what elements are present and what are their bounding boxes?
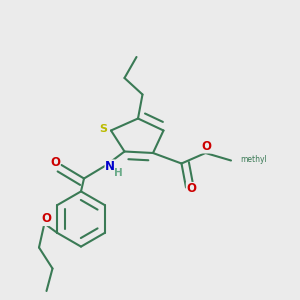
Text: methyl: methyl xyxy=(240,155,267,164)
Text: N: N xyxy=(105,160,115,173)
Text: H: H xyxy=(114,167,123,178)
Text: O: O xyxy=(50,155,60,169)
Text: O: O xyxy=(41,212,51,226)
Text: O: O xyxy=(201,140,212,153)
Text: O: O xyxy=(186,182,197,196)
Text: S: S xyxy=(100,124,107,134)
